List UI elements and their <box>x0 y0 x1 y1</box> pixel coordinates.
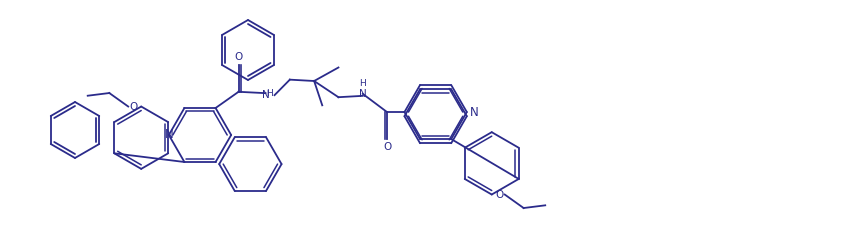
Text: H: H <box>266 89 273 98</box>
Text: O: O <box>496 189 504 200</box>
Text: O: O <box>129 102 137 112</box>
Text: H: H <box>360 79 366 88</box>
Text: N: N <box>359 89 366 99</box>
Text: O: O <box>234 52 243 62</box>
Text: N: N <box>261 90 269 100</box>
Text: N: N <box>470 105 478 119</box>
Text: N: N <box>164 128 173 142</box>
Text: O: O <box>383 142 391 152</box>
